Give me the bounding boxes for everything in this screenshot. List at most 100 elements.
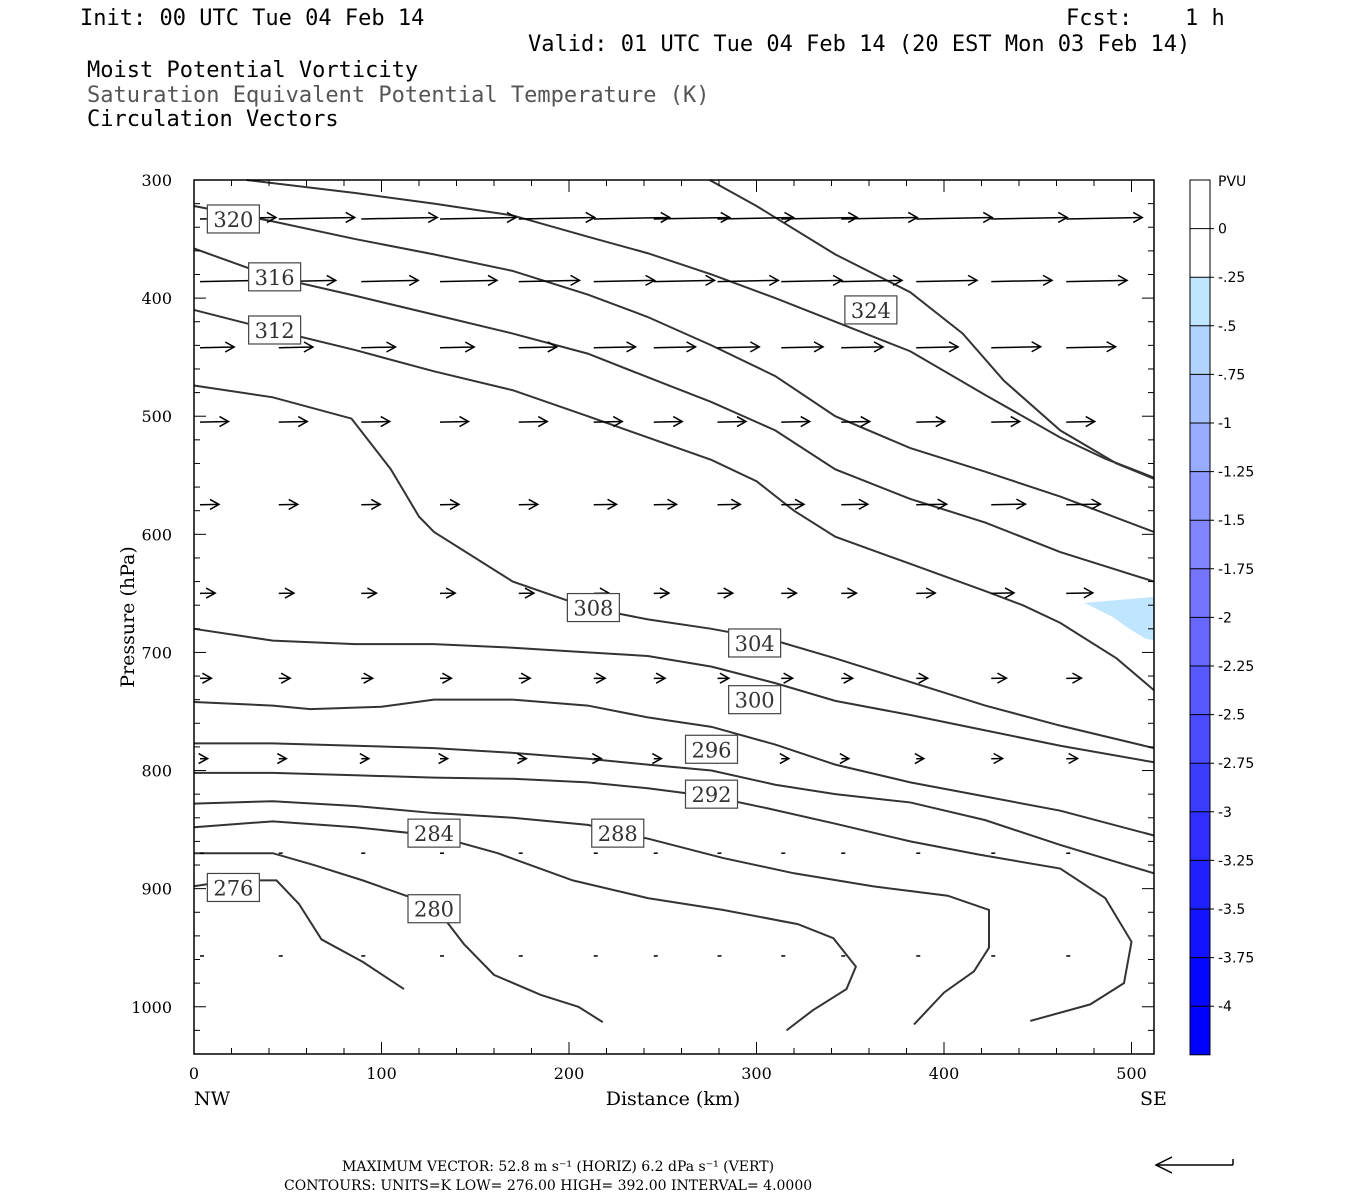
colorbar-label: -1 (1218, 416, 1232, 432)
x-tick-label: 400 (929, 1064, 960, 1083)
colorbar-label: -2 (1218, 610, 1232, 626)
colorbar-label: 0 (1218, 222, 1227, 238)
svg-text:296: 296 (691, 738, 731, 762)
circulation-vector (653, 211, 732, 224)
x-tick-label: 500 (1116, 1064, 1147, 1083)
x-end-label-se: SE (1140, 1088, 1167, 1110)
colorbar-swatch (1190, 423, 1210, 472)
circulation-vector (518, 274, 582, 287)
circulation-vector (439, 498, 461, 511)
y-tick-label: 900 (141, 880, 172, 899)
svg-text:276: 276 (213, 876, 253, 900)
contour-line-300 (193, 698, 1155, 837)
valid-time: Valid: 01 UTC Tue 04 Feb 14 (20 EST Mon … (528, 32, 1190, 57)
circulation-vector (1066, 672, 1083, 684)
circulation-vector (779, 752, 791, 765)
circulation-vector (1066, 415, 1097, 428)
colorbar-title: PVU (1218, 174, 1246, 190)
circulation-vector (781, 211, 859, 224)
colorbar-swatch (1190, 228, 1210, 278)
colorbar-label: -3 (1218, 805, 1232, 821)
circulation-vector (653, 498, 679, 510)
y-tick-label: 800 (141, 762, 172, 781)
circulation-vector (361, 274, 420, 287)
circulation-vector (1066, 752, 1080, 765)
circulation-vector (1066, 211, 1144, 224)
svg-text:324: 324 (851, 299, 891, 323)
circulation-vector (651, 752, 663, 765)
circulation-vector (439, 211, 518, 224)
circulation-vector (593, 498, 619, 510)
svg-text:304: 304 (735, 632, 775, 656)
circulation-vector (518, 672, 532, 684)
init-time: Init: 00 UTC Tue 04 Feb 14 (80, 6, 424, 31)
forecast-label: Fcst: (1066, 6, 1132, 31)
circulation-vector (841, 587, 858, 599)
circulation-vector (199, 587, 217, 599)
field-title-thetae: Saturation Equivalent Potential Temperat… (87, 83, 710, 108)
circulation-vector (593, 415, 624, 428)
contour-line-312 (193, 308, 1155, 691)
max-vector-note: MAXIMUM VECTOR: 52.8 m s⁻¹ (HORIZ) 6.2 d… (342, 1159, 774, 1175)
colorbar-label: -1.75 (1218, 562, 1254, 578)
circulation-vector (278, 672, 292, 684)
circulation-vector (593, 341, 638, 353)
svg-text:280: 280 (414, 898, 454, 922)
svg-text:312: 312 (255, 319, 295, 343)
x-tick-label: 200 (554, 1064, 585, 1083)
colorbar-swatch (1190, 180, 1210, 229)
colorbar-swatch (1190, 325, 1210, 375)
circulation-vector (518, 498, 540, 511)
circulation-vector (278, 341, 315, 353)
circulation-vector (518, 587, 536, 599)
circulation-vector (278, 415, 309, 428)
circulation-vector (991, 415, 1022, 428)
circulation-vector (653, 672, 667, 684)
plot-frame (193, 179, 1155, 1055)
circulation-vector (439, 672, 453, 684)
circulation-vector (278, 587, 296, 599)
circulation-vector (781, 274, 844, 287)
colorbar-label: -3.25 (1218, 853, 1254, 869)
colorbar-label: -4 (1218, 999, 1232, 1015)
colorbar-label: -2.75 (1218, 756, 1254, 772)
circulation-vector (361, 341, 397, 353)
contour-line-320 (193, 205, 1155, 533)
circulation-vector (653, 274, 717, 287)
circulation-vector (653, 587, 671, 599)
contour-line-304 (193, 627, 1155, 764)
svg-text:316: 316 (255, 266, 295, 290)
circulation-vector (518, 211, 597, 224)
circulation-vector (717, 341, 761, 353)
contour-label-288: 288 (591, 818, 645, 848)
circulation-vector (276, 752, 288, 765)
circulation-vector (1066, 498, 1102, 510)
circulation-vector (278, 211, 357, 224)
circulation-vector (653, 341, 698, 353)
circulation-vector (198, 752, 210, 765)
circulation-vector (841, 672, 855, 684)
colorbar-label: -3.5 (1218, 902, 1245, 918)
reference-vector (1154, 1156, 1234, 1174)
colorbar-swatch (1190, 617, 1210, 666)
circulation-vector (916, 672, 930, 684)
contour-label-284: 284 (407, 818, 461, 848)
colorbar-label: -2.5 (1218, 708, 1245, 724)
contour-line-316 (193, 247, 1155, 583)
contour-label-304: 304 (728, 628, 782, 658)
svg-text:288: 288 (598, 822, 638, 846)
circulation-vector (518, 341, 559, 353)
colorbar-swatch (1190, 520, 1210, 569)
circulation-vector (916, 211, 994, 224)
circulation-vector (439, 415, 471, 428)
circulation-vector (841, 498, 870, 510)
circulation-vector (439, 274, 499, 287)
colorbar-label: -2.25 (1218, 659, 1254, 675)
circulation-vector (991, 752, 1005, 765)
circulation-vector (717, 211, 796, 224)
colorbar-label: -.5 (1218, 319, 1236, 335)
x-tick-label: 100 (366, 1064, 397, 1083)
circulation-vector (593, 672, 607, 684)
colorbar-label: -1.5 (1218, 513, 1245, 529)
colorbar-label: -1.25 (1218, 465, 1254, 481)
